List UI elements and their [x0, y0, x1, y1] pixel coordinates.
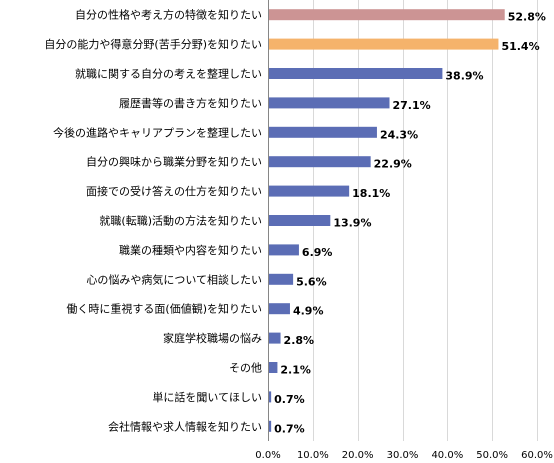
bar	[269, 391, 272, 403]
bar	[269, 273, 294, 285]
value-label: 18.1%	[352, 187, 390, 200]
bar	[269, 332, 281, 344]
bar	[269, 420, 272, 432]
bar	[269, 68, 443, 79]
value-label: 0.7%	[274, 393, 305, 406]
x-tick-label: 10.0%	[297, 450, 329, 461]
category-label: 自分の性格や考え方の特徴を知りたい	[75, 8, 262, 22]
x-tick-label: 60.0%	[521, 450, 553, 461]
bar	[269, 156, 371, 168]
category-label: 家庭学校職場の悩み	[163, 331, 262, 345]
value-label: 5.6%	[296, 275, 327, 288]
bar	[269, 126, 377, 138]
category-label: 履歴書等の書き方を知りたい	[119, 96, 262, 110]
category-label: 自分の興味から職業分野を知りたい	[86, 155, 262, 169]
x-tick-label: 20.0%	[342, 450, 374, 461]
bars	[269, 9, 505, 432]
bar	[269, 9, 505, 21]
category-label: 今後の進路やキャリアプランを整理したい	[53, 125, 262, 139]
value-label: 51.4%	[501, 40, 539, 53]
value-labels: 52.8% 51.4% 38.9% 27.1% 24.3% 22.9% 18.1% 13.9%…	[274, 11, 546, 436]
x-tick-label: 0.0%	[255, 450, 280, 461]
category-label: 働く時に重視する面(価値観)を知りたい	[66, 302, 262, 316]
category-label: 自分の能力や得意分野(苦手分野)を知りたい	[44, 37, 262, 51]
bar	[269, 185, 350, 197]
x-tick-labels: 0.0% 10.0% 20.0% 30.0% 40.0% 50.0% 60.0%	[255, 450, 553, 461]
category-label: 会社情報や求人情報を知りたい	[108, 419, 262, 433]
category-labels: 自分の性格や考え方の特徴を知りたい自分の能力や得意分野(苦手分野)を知りたい就職…	[44, 8, 262, 434]
category-label: 単に話を聞いてほしい	[152, 390, 262, 404]
category-label: 心の悩みや病気について相談したい	[86, 272, 262, 286]
category-label: 職業の種類や内容を知りたい	[119, 243, 262, 257]
value-label: 52.8%	[508, 11, 546, 24]
value-label: 0.7%	[274, 422, 305, 435]
value-label: 2.8%	[284, 334, 315, 347]
category-label: その他	[229, 362, 262, 375]
bar	[269, 38, 499, 50]
value-label: 13.9%	[333, 217, 371, 230]
bar	[269, 244, 299, 256]
bar	[269, 215, 331, 226]
bar	[269, 97, 390, 109]
category-label: 就職(転職)活動の方法を知りたい	[99, 214, 262, 228]
value-label: 4.9%	[293, 305, 324, 318]
value-label: 22.9%	[374, 158, 412, 171]
category-label: 面接での受け答えの仕方を知りたい	[86, 184, 262, 198]
x-tick-label: 50.0%	[476, 450, 508, 461]
value-label: 27.1%	[392, 99, 430, 112]
value-label: 24.3%	[380, 128, 418, 141]
x-tick-label: 30.0%	[387, 450, 419, 461]
x-tick-label: 40.0%	[431, 450, 463, 461]
category-label: 就職に関する自分の考えを整理したい	[75, 67, 262, 81]
value-label: 6.9%	[302, 246, 333, 259]
value-label: 2.1%	[280, 364, 311, 377]
bar	[269, 362, 278, 373]
value-label: 38.9%	[445, 70, 483, 83]
bar	[269, 303, 290, 315]
